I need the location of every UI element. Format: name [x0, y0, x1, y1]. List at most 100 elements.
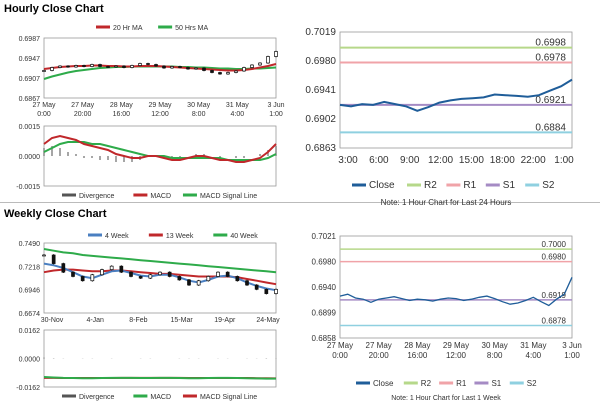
hourly-pivot-y-tick: 0.7019: [305, 27, 336, 38]
weekly-pivot-x-tick: 30 May: [482, 341, 508, 350]
hourly-price-candle: [146, 63, 150, 65]
weekly-price-candle: [42, 254, 46, 257]
weekly-pivot-y-tick: 0.6899: [312, 309, 337, 318]
hourly-pivot-x-tick: 12:00: [428, 155, 453, 166]
weekly-pivot-legend-label: S1: [491, 379, 501, 388]
hourly-ma-x-tick: 8:00: [192, 111, 206, 118]
weekly-ma-legend-label: 13 Week: [166, 233, 194, 240]
weekly-ma-y-tick: 0.7218: [19, 264, 41, 271]
weekly-pivot-x-tick: 27 May: [327, 341, 353, 350]
hourly-pivot-legend-label: S2: [542, 180, 555, 191]
hourly-ma-x-tick: 30 May: [187, 102, 210, 109]
hourly-price-candle: [210, 70, 214, 73]
weekly-ma-y-tick: 0.6674: [19, 311, 41, 318]
hourly-price-candle: [218, 72, 222, 75]
hourly-price-candle: [178, 66, 182, 68]
hourly-ma-y-tick: 0.6987: [19, 36, 41, 43]
hourly-pivot-x-tick: 1:00: [554, 155, 574, 166]
weekly-pivot-y-tick: 0.6940: [312, 283, 337, 292]
hourly-price-candle: [274, 51, 278, 57]
hourly-ma-x-tick: 12:00: [151, 111, 169, 118]
weekly-pivot-x-tick: 27 May: [366, 341, 392, 350]
hourly-pivot-x-tick: 18:00: [490, 155, 515, 166]
hourly-price-candle: [186, 67, 190, 70]
hourly-price-candle: [66, 65, 70, 68]
weekly-pivot-y-tick: 0.6980: [312, 258, 337, 267]
hourly-price-candle: [226, 72, 230, 75]
hourly-price-candle: [138, 63, 142, 66]
hourly-price-candle: [130, 65, 134, 68]
weekly-price-candle: [61, 263, 66, 273]
hourly-ma-x-tick: 3 Jun: [267, 102, 284, 109]
hourly-price-candle: [162, 65, 166, 69]
hourly-ma50-line: [43, 65, 277, 80]
hourly-pivot-x-tick: 15:00: [459, 155, 484, 166]
weekly-macd-y-tick: -0.0162: [16, 385, 40, 392]
hourly-level-s2-label: 0.6884: [535, 122, 566, 133]
hourly-ma-legend-label: 50 Hrs MA: [175, 25, 208, 32]
weekly-macd-legend-label: MACD: [150, 394, 171, 401]
weekly-pivot-x-tick: 1:00: [564, 351, 580, 360]
weekly-price-candle: [80, 276, 85, 282]
weekly-level-r2-label: 0.7000: [542, 240, 567, 249]
hourly-ma-x-tick: 27 May: [71, 102, 94, 109]
hourly-ma-x-tick: 31 May: [226, 102, 249, 109]
hourly-pivot-legend-label: S1: [503, 180, 516, 191]
weekly-price-candle: [187, 279, 191, 286]
hourly-pivot-y-tick: 0.6863: [305, 143, 336, 154]
hourly-macd-legend-label: Divergence: [79, 193, 115, 200]
hourly-pivot-legend-label: Close: [369, 180, 395, 191]
weekly-ma-legend-label: 4 Week: [105, 233, 129, 240]
hourly-ma-x-tick: 16:00: [113, 111, 131, 118]
hourly-ma-y-tick: 0.6907: [19, 76, 41, 83]
weekly-price-candle: [225, 271, 230, 277]
hourly-pivot-y-tick: 0.6980: [305, 56, 336, 67]
weekly-pivot-legend-label: S2: [527, 379, 537, 388]
weekly-price-candle: [235, 276, 240, 282]
hourly-ma-y-tick: 0.6947: [19, 56, 41, 63]
weekly-price-candle: [100, 269, 104, 276]
weekly-pivot-plot-frame: [339, 235, 573, 339]
weekly-price-candle: [245, 280, 249, 286]
hourly-price-candle: [106, 66, 110, 68]
hourly-price-candle: [202, 67, 206, 71]
weekly-macd-line: [43, 376, 276, 380]
weekly-price-candle: [109, 265, 114, 270]
hourly-price-candle: [58, 65, 62, 68]
weekly-price-candle: [51, 254, 56, 264]
section-divider: [0, 202, 600, 203]
weekly-ma-x-tick: 8-Feb: [129, 317, 147, 324]
weekly-macd-legend-label: MACD Signal Line: [200, 394, 257, 401]
hourly-price-candle: [74, 65, 78, 68]
weekly-pivot-legend-label: Close: [373, 379, 394, 388]
hourly-pivot-y-tick: 0.6902: [305, 114, 336, 125]
weekly-pivot-legend-label: R1: [456, 379, 467, 388]
weekly-pivot-x-tick: 0:00: [332, 351, 348, 360]
hourly-level-s1-label: 0.6921: [535, 95, 566, 106]
hourly-macd-legend-label: MACD: [150, 193, 171, 200]
weekly-level-r1-label: 0.6980: [542, 253, 567, 262]
weekly-price-candle: [129, 271, 133, 277]
hourly-macd-y-tick: 0.0015: [19, 124, 41, 131]
hourly-price-candle: [114, 65, 118, 68]
weekly-ma-x-tick: 30-Nov: [41, 317, 64, 324]
hourly-macd-legend-label: MACD Signal Line: [200, 193, 257, 200]
weekly-price-candle: [71, 271, 75, 277]
hourly-price-candle: [266, 56, 270, 64]
weekly-pivot-x-tick: 29 May: [443, 341, 469, 350]
weekly-ma-x-tick: 4-Jan: [86, 317, 104, 324]
weekly-pivot-x-tick: 3 Jun: [562, 341, 582, 350]
hourly-ma20-line: [43, 63, 277, 72]
hourly-pivot-note: Note: 1 Hour Chart for Last 24 Hours: [381, 198, 512, 207]
hourly-ma-y-tick: 0.6867: [19, 96, 41, 103]
weekly-pivot-x-tick: 4:00: [526, 351, 542, 360]
weekly-pivot-y-tick: 0.7021: [312, 232, 337, 241]
hourly-level-r1-label: 0.6978: [535, 52, 566, 63]
weekly-price-candle: [177, 276, 182, 281]
hourly-price-candle: [50, 67, 54, 71]
hourly-price-candle: [258, 62, 262, 66]
weekly-ma-plot-frame: [43, 242, 277, 314]
hourly-price-candle: [42, 70, 46, 72]
weekly-price-candle: [264, 288, 269, 294]
